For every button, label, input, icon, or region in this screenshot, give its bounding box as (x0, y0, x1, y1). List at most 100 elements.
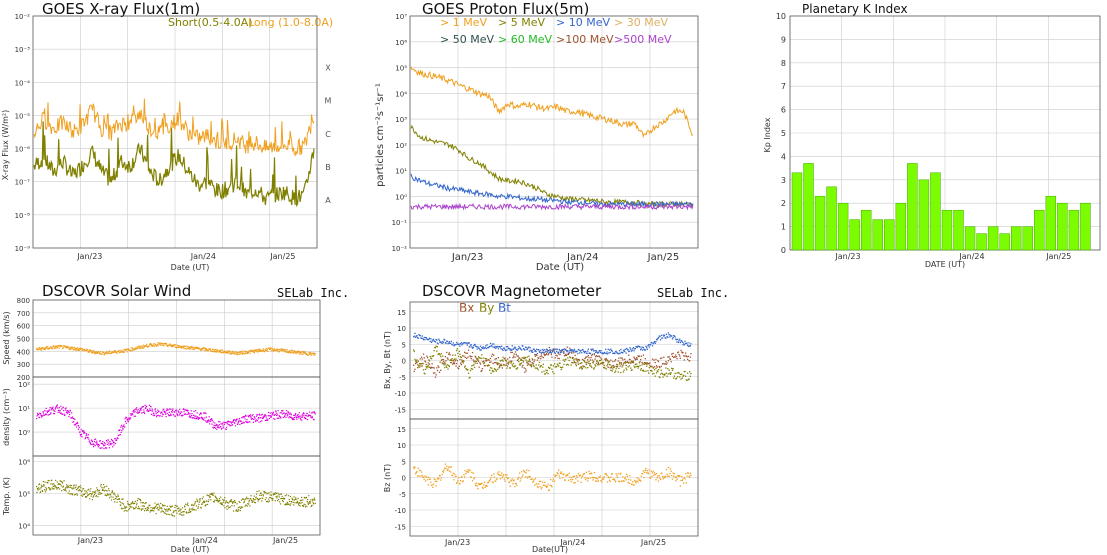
wind-point (240, 350, 243, 352)
wind-point (59, 410, 61, 412)
wind-point (222, 498, 224, 500)
wind-point (51, 409, 53, 411)
mag-point-Bz (607, 476, 609, 478)
mag-point-By (628, 362, 630, 364)
wind-point (262, 417, 264, 419)
wind-point (161, 415, 163, 417)
mag-point-By (487, 364, 490, 366)
wind-point (71, 347, 74, 349)
kp-bar (976, 233, 987, 251)
mag-point-Bt (426, 338, 429, 340)
mag-point-Bz (510, 479, 512, 481)
wind-point (255, 496, 257, 498)
mag-point-Bx (605, 359, 607, 361)
wind-point (293, 352, 295, 354)
mag-point-Bx (479, 363, 482, 365)
wind-point (276, 348, 278, 350)
mag-point-By (436, 346, 439, 348)
wind-point (189, 348, 191, 350)
wind-point (55, 407, 57, 409)
wind-point (207, 501, 209, 503)
wind-point (216, 424, 218, 426)
wind-point (285, 494, 288, 496)
wind-point (207, 420, 209, 422)
wind-point (151, 343, 153, 345)
mag-point-Bz (520, 471, 523, 473)
wind-point (178, 513, 180, 515)
wind-point (37, 348, 39, 350)
mag-point-Bt (667, 336, 669, 339)
wind-point (250, 349, 252, 351)
wind-point (95, 352, 97, 354)
mag-point-Bt (438, 338, 440, 340)
wind-point (184, 508, 186, 510)
mag-point-Bz (420, 471, 423, 473)
mag-point-Bx (464, 351, 466, 353)
mag-point-By (442, 360, 445, 363)
wind-point (71, 417, 73, 419)
wind-point (303, 505, 305, 507)
wind-point (87, 349, 89, 351)
mag-point-Bz (494, 480, 496, 482)
wind-point (197, 418, 199, 420)
wind-point (78, 347, 80, 349)
wind-point (38, 348, 40, 350)
wind-point (56, 404, 58, 406)
mag-point-Bt (495, 346, 497, 348)
mag-point-Bx (507, 363, 509, 365)
mag-point-Bx (521, 366, 523, 368)
mag-point-Bx (489, 361, 491, 363)
mag-point-By (579, 367, 581, 369)
mag-point-Bx (573, 352, 575, 354)
wind-point (229, 424, 231, 426)
mag-point-Bz (523, 470, 525, 472)
wind-point (297, 352, 299, 354)
mag-point-By (647, 370, 649, 372)
wind-point (250, 418, 252, 420)
mag-point-By (433, 350, 435, 352)
wind-point (149, 409, 151, 411)
mag-point-By (665, 372, 668, 374)
wind-point (164, 512, 166, 514)
wind-point (68, 348, 70, 350)
wind-point (160, 412, 162, 414)
mag-point-By (424, 368, 427, 370)
mag-point-Bz (548, 489, 550, 491)
mag-point-Bz (595, 480, 597, 482)
mag-point-By (641, 364, 643, 366)
mag-point-Bt (571, 350, 573, 352)
mag-ytick: 10 (397, 325, 406, 333)
wind-point (119, 434, 121, 436)
mag-point-Bz (598, 476, 600, 478)
wind-point (66, 487, 68, 489)
wind-point (260, 494, 262, 496)
wind-point (197, 347, 199, 349)
mag-point-Bx (485, 360, 488, 362)
wind-point (57, 345, 60, 347)
wind-point (169, 415, 171, 417)
wind-point (295, 416, 297, 418)
wind-point (241, 352, 243, 354)
wind-point (266, 418, 268, 420)
mag-point-Bx (575, 362, 577, 364)
mag-point-Bt (454, 343, 456, 346)
xray-legend-short: Short(0.5-4.0A) (168, 16, 253, 29)
wind-point (75, 424, 77, 426)
mag-point-Bx (483, 365, 486, 367)
mag-point-Bz (679, 475, 681, 477)
wind-point (39, 488, 41, 490)
mag-point-Bt (614, 352, 616, 355)
mag-point-By (510, 362, 512, 364)
mag-point-By (567, 364, 570, 366)
wind-point (246, 351, 248, 353)
mag-point-Bz (629, 475, 631, 477)
mag-point-Bt (603, 352, 605, 354)
mag-point-By (416, 359, 418, 361)
mag-point-Bt (509, 349, 511, 351)
wind-point (248, 350, 250, 352)
wind-point (212, 494, 214, 497)
mag-point-Bx (438, 371, 441, 373)
mag-point-By (525, 359, 527, 361)
mag-point-By (654, 375, 656, 377)
wind-point (93, 495, 95, 497)
